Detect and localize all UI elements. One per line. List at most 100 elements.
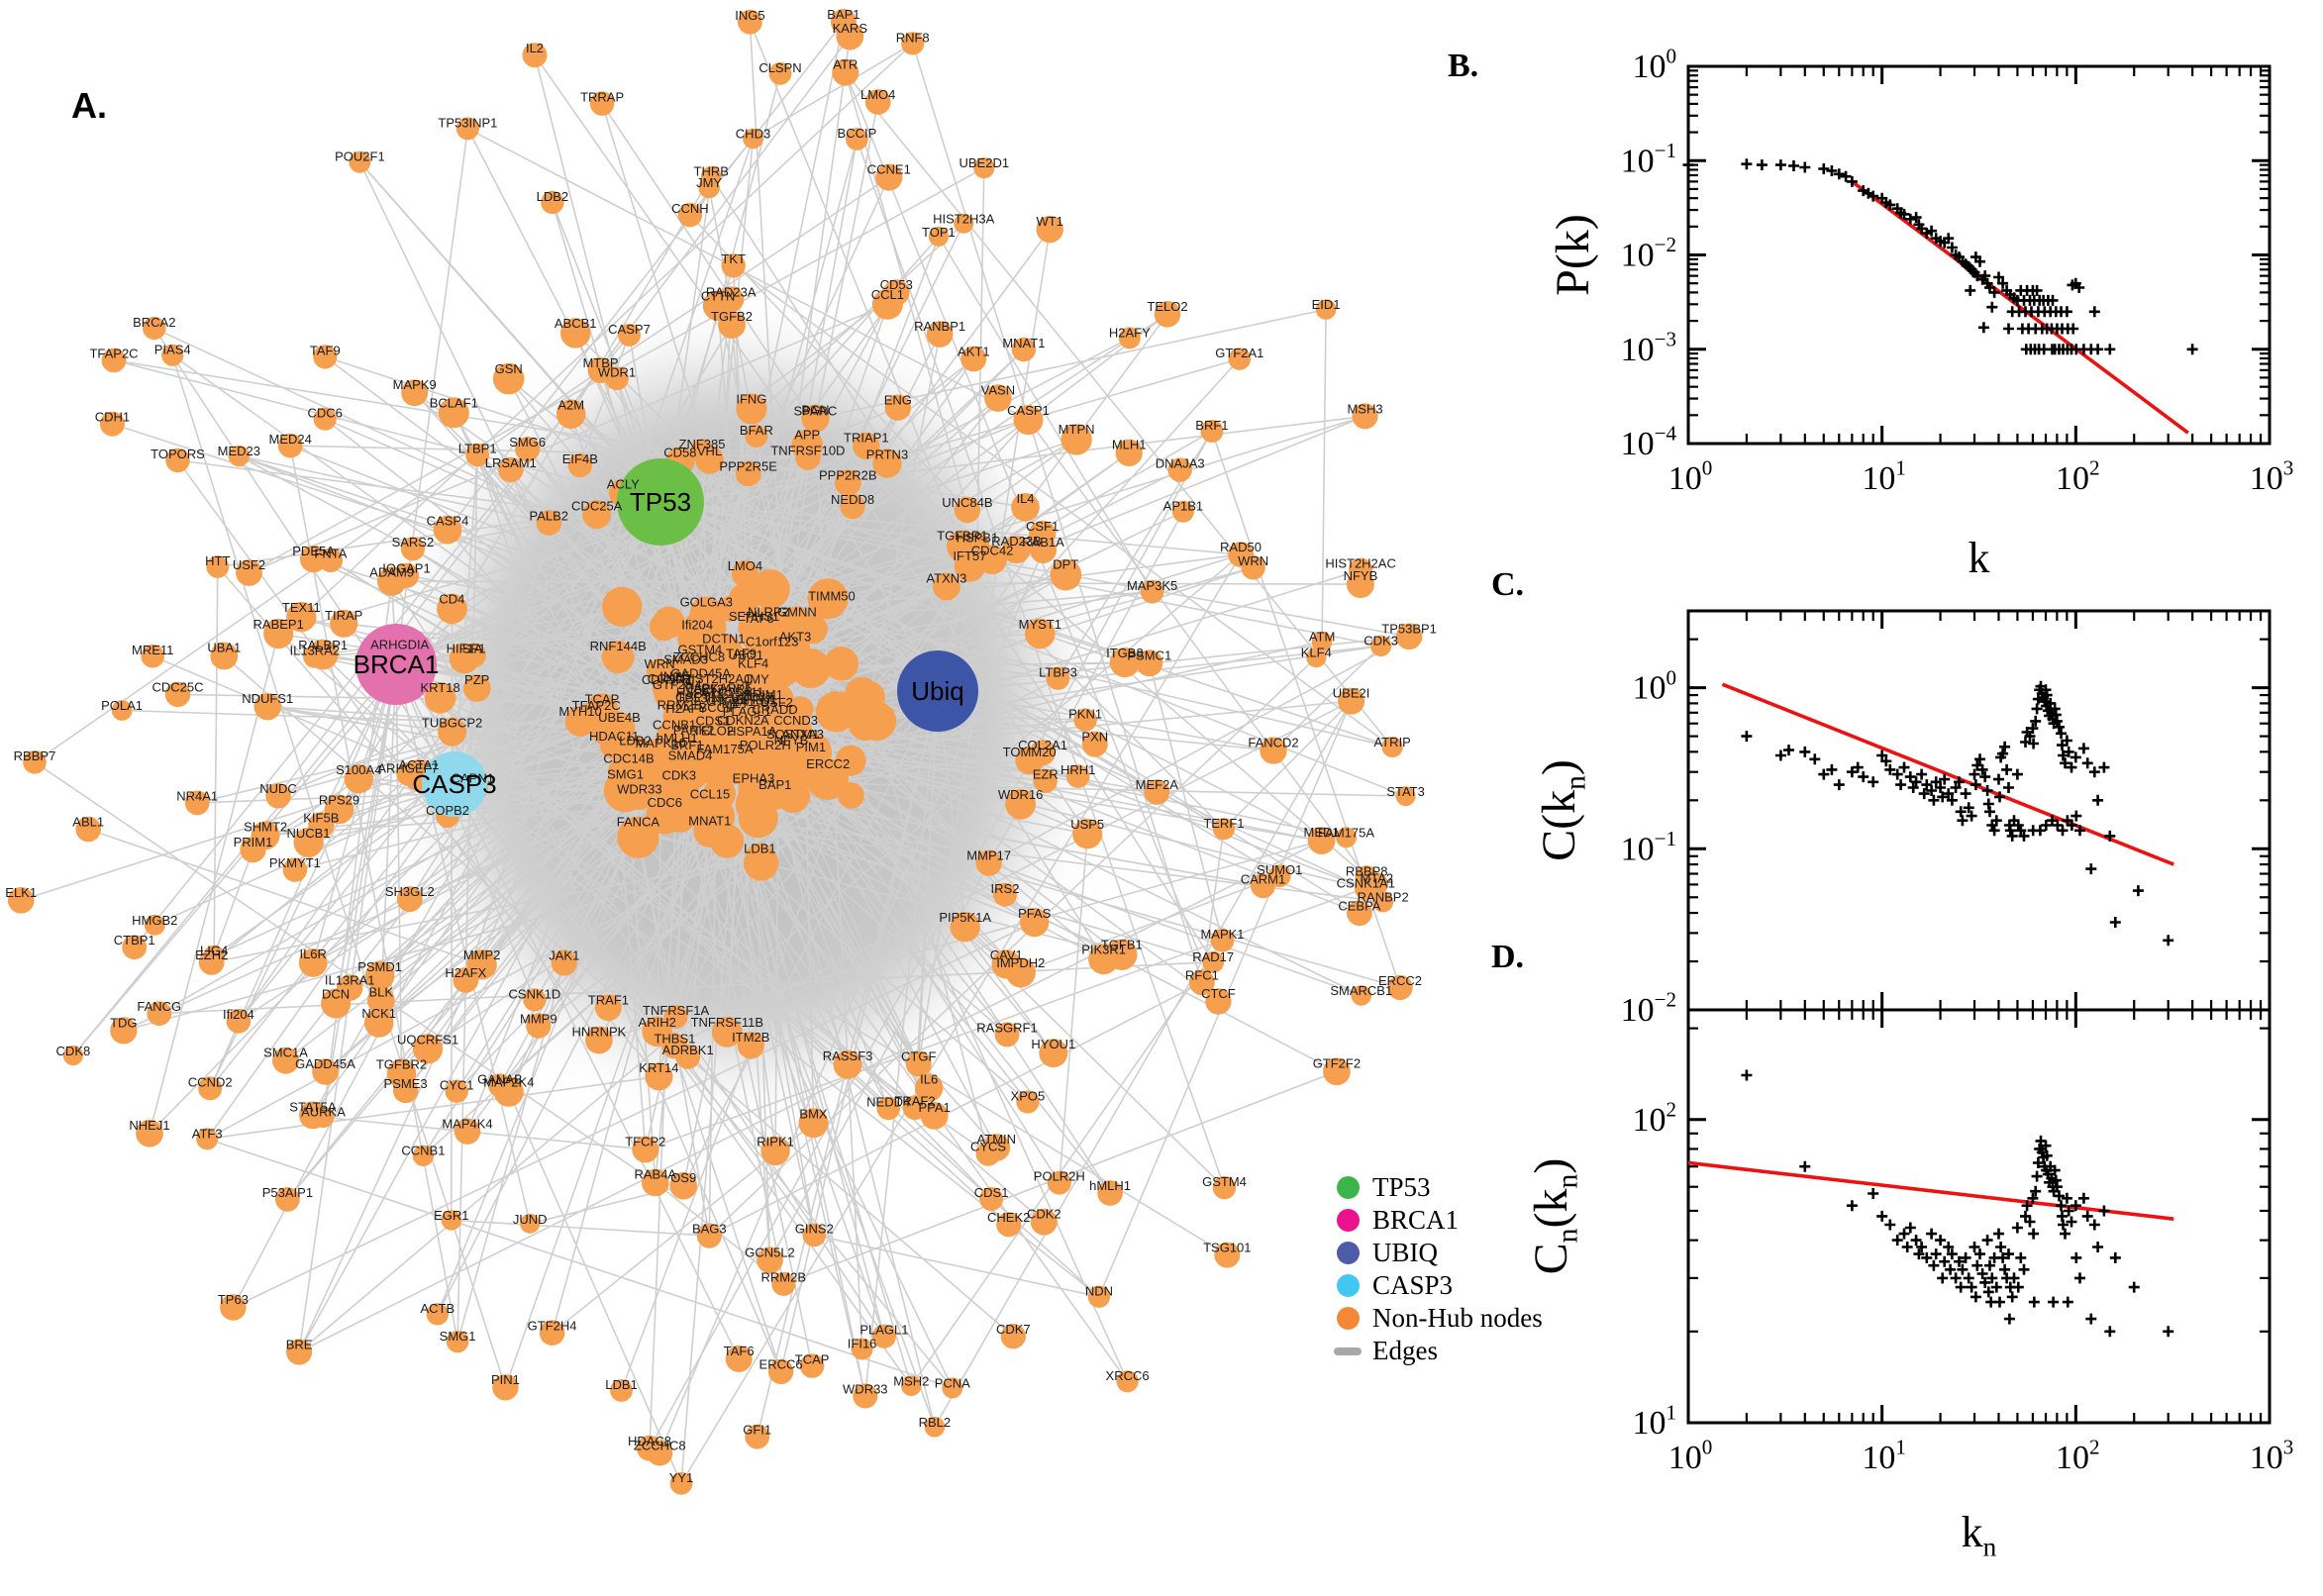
y-axis-title-group: C(kn​): [1533, 759, 1592, 861]
network-node: [393, 562, 420, 588]
data-point: [1926, 785, 1938, 796]
data-point: [1970, 779, 1981, 791]
network-node: [982, 1134, 1011, 1161]
node-label: CDKN2A: [717, 713, 769, 728]
network-node: [23, 750, 47, 774]
node-label: POU2F1: [335, 150, 385, 164]
node-label: BRCA2: [133, 315, 175, 330]
node-label: CLSPN: [758, 60, 801, 75]
network-edge: [938, 236, 1154, 593]
data-point: [2052, 820, 2064, 831]
network-edge: [1020, 874, 1281, 974]
network-edge: [407, 773, 1407, 797]
node-label: CRADD: [752, 702, 797, 717]
node-label: CTCF: [1201, 986, 1236, 1001]
data-point: [1826, 165, 1838, 176]
node-label: TP53INP1: [676, 690, 736, 705]
node-label: POLA1: [101, 698, 143, 713]
node-label: ZNF385: [679, 437, 726, 451]
node-label: AKT3: [779, 630, 812, 645]
node-label: Ifi204: [681, 617, 713, 632]
node-label: BRF1: [1195, 418, 1228, 433]
node-label: HSPA1L: [676, 684, 725, 699]
network-node: [601, 641, 635, 673]
node-label: RAB1A: [1022, 535, 1064, 549]
network-node: [1205, 988, 1232, 1015]
network-edge: [779, 690, 939, 1373]
network-edge: [206, 1138, 954, 1389]
network-node: [446, 1330, 469, 1353]
network-node: [731, 560, 759, 588]
network-edge: [658, 549, 1045, 1454]
network-node: [1228, 542, 1254, 567]
network-node: [1011, 493, 1040, 522]
network-edge: [754, 803, 1401, 989]
node-label: TAF9: [726, 647, 757, 661]
data-point: [1993, 271, 2004, 283]
network-edge: [454, 324, 733, 785]
node-label: CYC1: [440, 1078, 474, 1093]
node-label: HSPB1: [957, 530, 999, 545]
network-node: [610, 1379, 633, 1402]
node-label: SMAD4: [668, 748, 713, 763]
statistics-plots: 100 101 102 10310−410−310−210−1100P(k)k10−2…: [1525, 45, 2293, 1562]
network-edge: [289, 445, 458, 1343]
network-edge: [752, 43, 914, 140]
node-label: EPPK1: [735, 692, 776, 707]
data-point: [2070, 751, 2081, 763]
network-edge: [121, 709, 745, 733]
network-node: [567, 452, 592, 478]
node-label: PRTN3: [866, 447, 908, 461]
network-edge: [232, 921, 1036, 1309]
node-label: PFAS: [1018, 906, 1052, 921]
network-node: [1372, 891, 1394, 913]
mantissa: 10: [1621, 238, 1655, 274]
network-node: [701, 165, 722, 187]
node-label: SUMO1: [1257, 862, 1302, 877]
node-label: RBL2: [919, 1415, 952, 1430]
mantissa: 10: [2250, 1440, 2283, 1476]
node-label: C1orf123: [746, 635, 798, 649]
network-node: [626, 783, 654, 811]
node-label: CTGF: [901, 1049, 936, 1064]
network-edge: [937, 690, 1105, 960]
network-node: [729, 689, 770, 731]
data-point: [1891, 1235, 1903, 1247]
data-point: [1974, 753, 1985, 765]
network-edge: [149, 655, 620, 1135]
mantissa: 10: [1632, 1405, 1666, 1442]
data-point: [1799, 1160, 1811, 1172]
data-point: [2092, 794, 2104, 806]
node-label: MED24: [269, 432, 312, 447]
network-node: [165, 448, 190, 473]
network-node: [1154, 301, 1181, 328]
mantissa: 10: [1632, 1102, 1666, 1139]
data-point: [2015, 1251, 2027, 1263]
network-node: [905, 1050, 932, 1077]
network-node: [587, 357, 614, 383]
data-point: [1926, 1228, 1938, 1240]
data-point: [2018, 830, 2030, 842]
data-point: [2061, 306, 2072, 318]
node-label: RBBP7: [14, 748, 56, 763]
node-label: CD58: [663, 445, 696, 459]
data-point: [2066, 1216, 2077, 1228]
data-point: [1916, 768, 1928, 780]
network-node: [683, 667, 718, 702]
ppi-network-panel: PARK2 HSPA1L DCTN1 TIMM50 MYH10 CDC27METMAPKA…: [5, 7, 1437, 1495]
network-node: [236, 559, 262, 586]
node-label: RAD50: [1220, 540, 1262, 554]
node-label: UQCRFS1: [397, 1032, 458, 1047]
text-run: ): [1533, 759, 1585, 775]
network-node: [663, 1005, 688, 1029]
data-point: [2109, 1251, 2121, 1263]
network-node: [1115, 439, 1143, 466]
network-node: [364, 960, 395, 991]
data-point: [2088, 766, 2100, 778]
legend-label: CASP3: [1372, 1270, 1454, 1300]
node-label: HIST2H2AC: [1325, 556, 1396, 571]
node-label: MAPKAPK5: [682, 680, 752, 695]
data-point: [1955, 806, 1967, 818]
network-edge: [210, 848, 254, 963]
mantissa: 10: [2056, 460, 2089, 497]
